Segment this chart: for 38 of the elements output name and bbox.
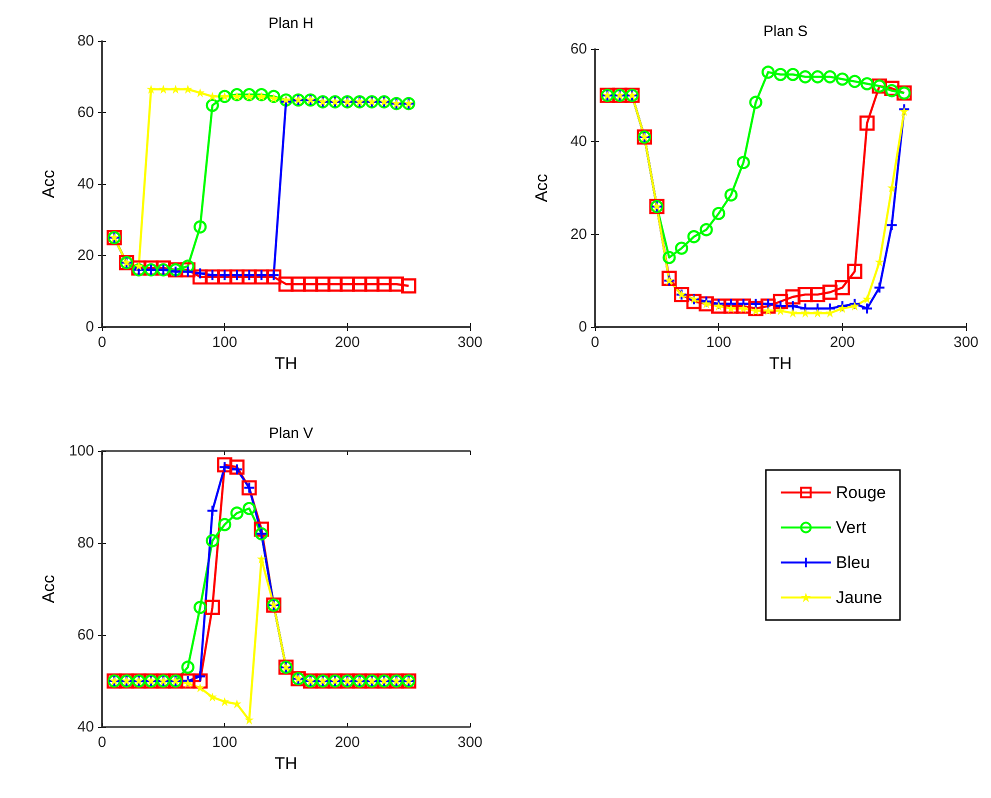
legend-label: Jaune bbox=[836, 588, 882, 607]
x-tick-label: 300 bbox=[457, 334, 483, 351]
y-tick-label: 0 bbox=[86, 318, 94, 336]
chart-title: Plan S bbox=[763, 23, 808, 40]
chart-title: Plan H bbox=[268, 15, 314, 32]
y-axis-title: Acc bbox=[39, 574, 58, 604]
legend-label: Vert bbox=[836, 518, 866, 537]
chart-title: Plan V bbox=[268, 425, 314, 442]
x-tick-label: 200 bbox=[334, 734, 360, 751]
legend-label: Bleu bbox=[836, 553, 870, 572]
x-tick-label: 200 bbox=[830, 334, 855, 351]
x-tick-label: 100 bbox=[706, 334, 732, 351]
y-tick-label: 60 bbox=[570, 40, 587, 58]
y-tick-label: 40 bbox=[570, 133, 587, 150]
y-tick-label: 60 bbox=[77, 104, 94, 121]
y-tick-label: 80 bbox=[77, 534, 94, 552]
y-tick-label: 20 bbox=[77, 247, 94, 264]
y-axis-title: Acc bbox=[39, 169, 58, 198]
x-axis-title: TH bbox=[769, 354, 792, 373]
x-tick-label: 100 bbox=[212, 734, 238, 751]
x-tick-label: 0 bbox=[98, 734, 106, 751]
y-tick-label: 0 bbox=[578, 318, 587, 336]
x-tick-label: 0 bbox=[590, 334, 600, 351]
y-tick-label: 20 bbox=[570, 226, 587, 243]
x-axis-title: TH bbox=[274, 354, 298, 373]
x-tick-label: 100 bbox=[212, 334, 238, 351]
x-axis-title: TH bbox=[274, 754, 298, 773]
legend-label: Rouge bbox=[836, 483, 886, 502]
y-axis-title: Acc bbox=[532, 173, 551, 202]
x-tick-label: 300 bbox=[953, 334, 979, 351]
x-tick-label: 200 bbox=[334, 334, 360, 351]
y-tick-label: 40 bbox=[77, 718, 94, 736]
x-tick-label: 300 bbox=[457, 734, 483, 751]
y-tick-label: 80 bbox=[77, 32, 94, 50]
y-tick-label: 40 bbox=[77, 176, 94, 192]
y-tick-label: 100 bbox=[68, 442, 94, 460]
y-tick-label: 60 bbox=[77, 626, 94, 644]
x-tick-label: 0 bbox=[98, 334, 106, 351]
